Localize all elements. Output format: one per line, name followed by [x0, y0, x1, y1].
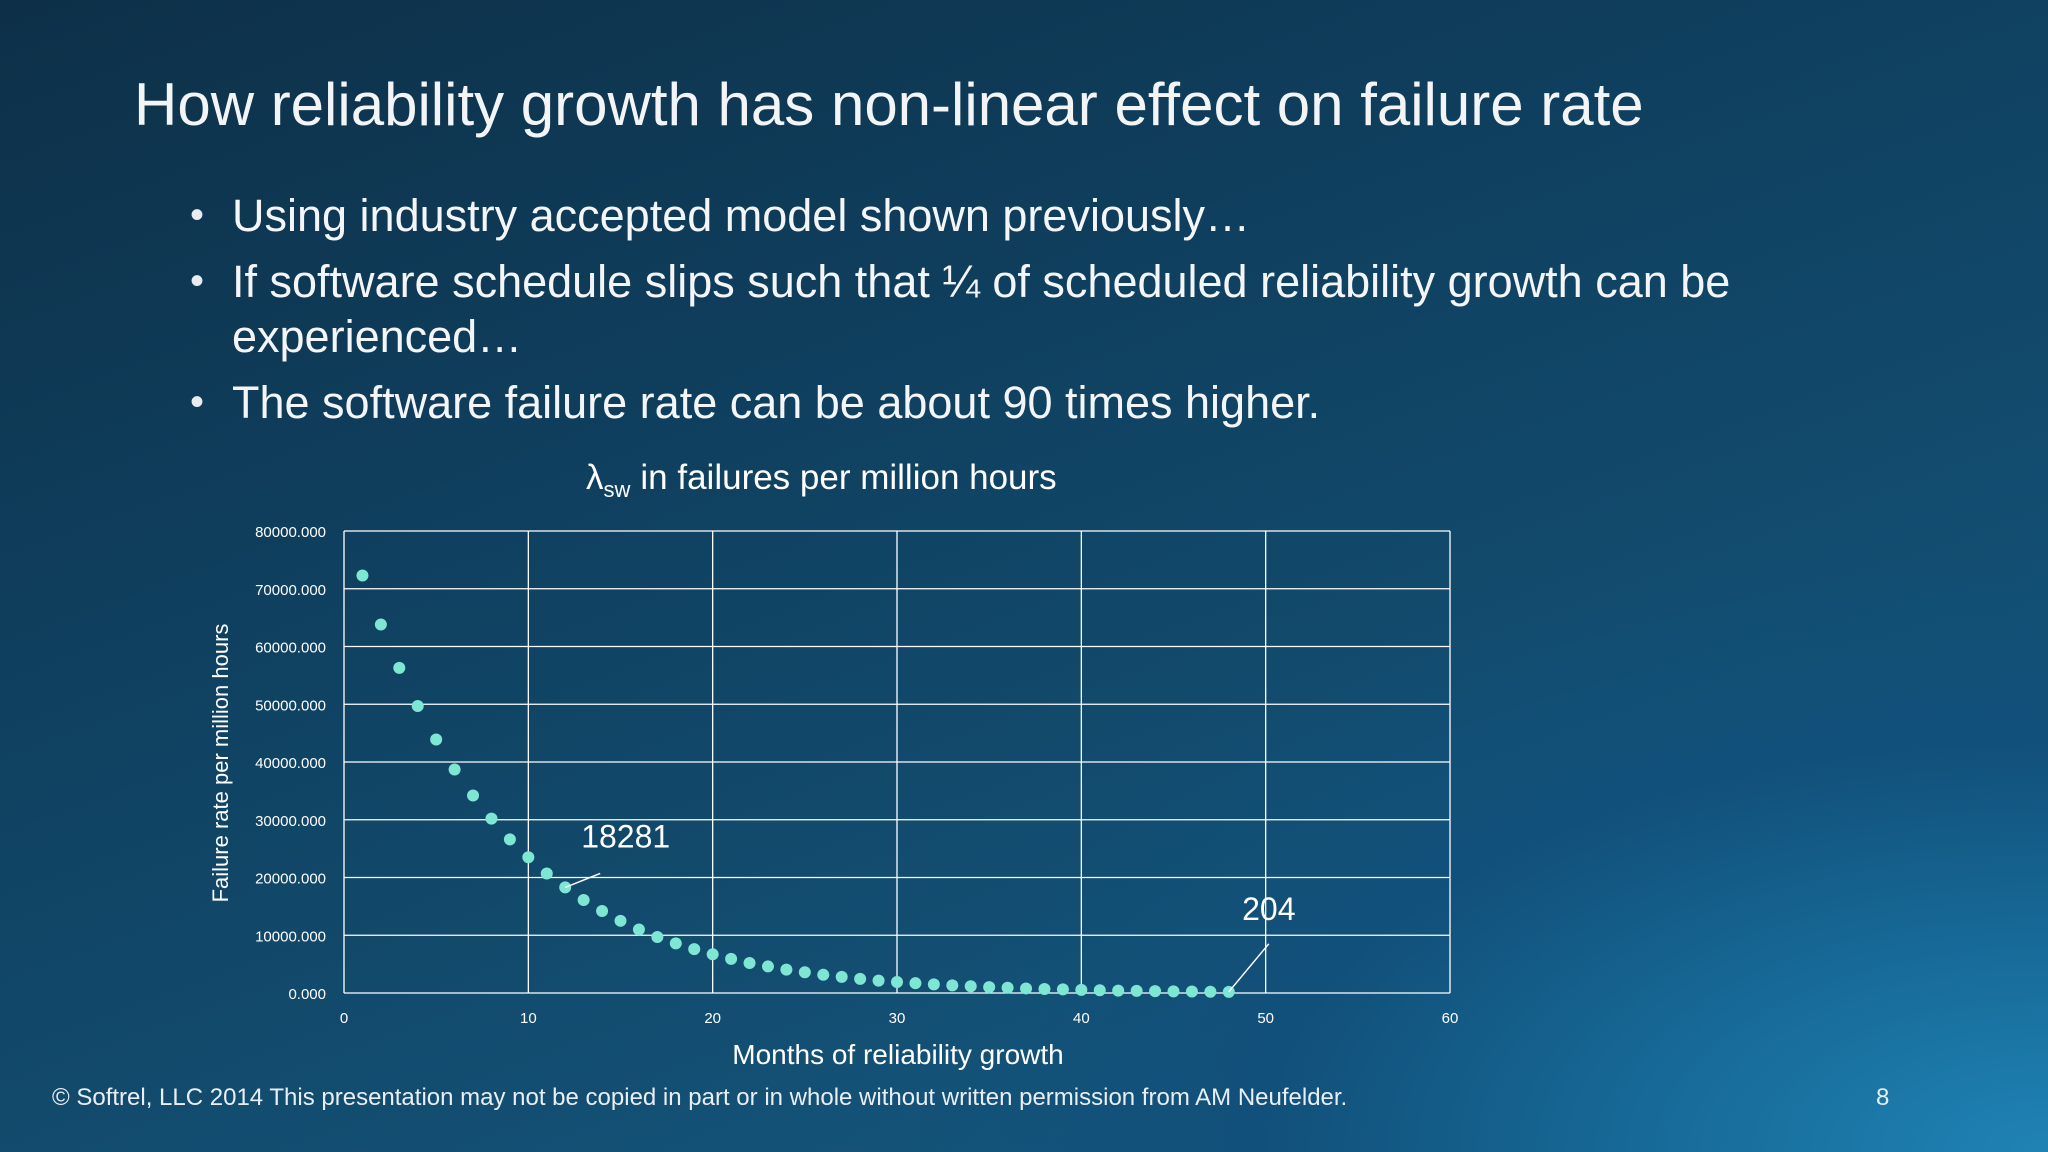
page-number: 8: [1876, 1084, 1890, 1111]
data-point: [1112, 984, 1125, 997]
data-point: [540, 867, 553, 880]
data-point: [927, 978, 940, 991]
data-point: [448, 763, 461, 776]
data-point: [356, 569, 369, 582]
data-point: [964, 980, 977, 993]
data-point: [817, 968, 830, 981]
data-point: [780, 963, 793, 976]
data-label: 204: [1242, 891, 1295, 927]
y-tick-label: 20000.000: [255, 871, 326, 888]
data-point: [577, 894, 590, 907]
y-tick-label: 40000.000: [255, 755, 326, 772]
y-tick-label: 50000.000: [255, 697, 326, 714]
data-point: [393, 661, 406, 674]
lambda-subscript: sw: [603, 477, 631, 502]
data-point: [1167, 985, 1180, 998]
y-tick-label: 80000.000: [255, 524, 326, 541]
bullet-item: If software schedule slips such that ¼ o…: [190, 254, 1890, 364]
data-point: [725, 952, 738, 965]
data-point: [411, 699, 424, 712]
y-tick-label: 10000.000: [255, 928, 326, 945]
data-point: [669, 937, 682, 950]
data-point: [1093, 984, 1106, 997]
grid-layer: [343, 530, 1451, 994]
x-tick-label: 50: [1257, 1010, 1274, 1027]
bullet-list: Using industry accepted model shown prev…: [190, 188, 1890, 441]
data-point: [467, 789, 480, 802]
data-point: [1020, 982, 1033, 995]
data-point: [706, 948, 719, 961]
data-point: [1204, 985, 1217, 998]
chart-title: λsw in failures per million hours: [586, 458, 1057, 503]
data-point: [946, 979, 959, 992]
data-point: [1130, 984, 1143, 997]
data-point: [1056, 983, 1069, 996]
bullet-item: The software failure rate can be about 9…: [190, 375, 1890, 430]
copyright-footer: © Softrel, LLC 2014 This presentation ma…: [52, 1084, 1348, 1111]
y-tick-label: 70000.000: [255, 582, 326, 599]
data-point: [614, 914, 627, 927]
y-tick-label: 30000.000: [255, 813, 326, 830]
x-tick-label: 60: [1442, 1010, 1459, 1027]
x-tick-label: 0: [340, 1010, 348, 1027]
x-tick-label: 40: [1073, 1010, 1090, 1027]
x-axis-label: Months of reliability growth: [732, 1039, 1063, 1070]
data-point: [485, 812, 498, 825]
lambda-symbol: λ: [586, 458, 604, 497]
data-label: 18281: [581, 818, 670, 854]
x-tick-label: 10: [520, 1010, 537, 1027]
y-tick-label: 0.000: [288, 986, 326, 1003]
data-point: [1038, 982, 1051, 995]
point-layer: [356, 569, 1235, 998]
data-point: [761, 960, 774, 973]
data-point: [854, 972, 867, 985]
data-point: [872, 974, 885, 987]
annotation-layer: 18281 204: [564, 818, 1295, 993]
data-point: [798, 966, 811, 979]
chart-title-symbol: λsw: [586, 458, 630, 502]
data-point: [891, 976, 903, 989]
y-tick-label: 60000.000: [255, 640, 326, 657]
data-point: [503, 833, 516, 846]
failure-rate-chart: 0.000 10000.000 20000.000 30000.000 40000.00…: [208, 524, 1458, 1070]
data-point: [1149, 985, 1162, 998]
data-point: [909, 977, 922, 990]
tick-layer: 0.000 10000.000 20000.000 30000.000 40000.00…: [255, 524, 1458, 1027]
data-point: [835, 970, 848, 983]
data-point: [430, 733, 443, 746]
data-point: [1001, 981, 1014, 994]
data-point: [1185, 985, 1198, 998]
data-point: [522, 851, 535, 864]
data-point: [983, 981, 996, 994]
chart-title-text: in failures per million hours: [640, 458, 1057, 497]
annotation-leader-line: [1228, 943, 1270, 993]
data-point: [632, 923, 645, 936]
data-point: [596, 904, 609, 917]
slide-title: How reliability growth has non-linear ef…: [134, 71, 1644, 138]
bullet-item: Using industry accepted model shown prev…: [190, 188, 1890, 243]
annotation-leader-line: [564, 872, 601, 889]
data-point: [1075, 983, 1088, 996]
data-point: [688, 943, 701, 956]
x-tick-label: 20: [704, 1010, 721, 1027]
y-axis-label: Failure rate per million hours: [208, 624, 233, 903]
data-point: [374, 618, 387, 631]
data-point: [743, 956, 756, 969]
x-tick-label: 30: [889, 1010, 906, 1027]
data-point: [651, 930, 664, 943]
